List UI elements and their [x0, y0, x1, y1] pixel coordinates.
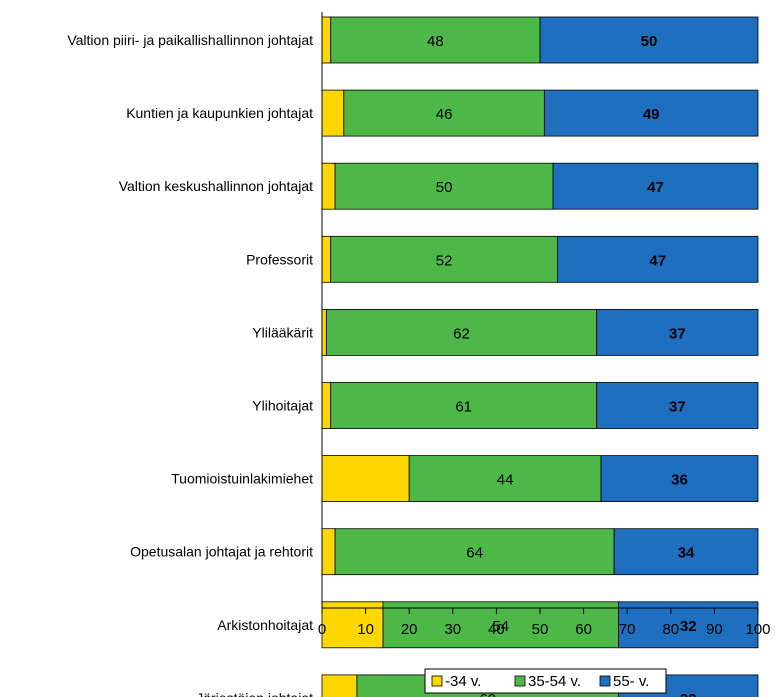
- bar-segment: [321, 162, 336, 210]
- value-labels: 48 50 46 49 50 47 52 47 62 37 61 37 44 36 64 34 54 32 60 32: [427, 33, 697, 697]
- bar-segment: [321, 528, 336, 576]
- data-label: 32: [680, 618, 697, 635]
- bar-segment: [321, 601, 384, 649]
- data-label: 60: [479, 691, 496, 697]
- category-label: Valtion keskushallinnon johtajat: [119, 178, 313, 194]
- bar-segment: [596, 308, 759, 356]
- x-tick-label: 30: [444, 621, 461, 638]
- bar-segment: [321, 382, 332, 429]
- data-label: 37: [669, 325, 686, 342]
- data-label: 44: [497, 472, 514, 489]
- bar-segment: [557, 235, 759, 283]
- x-tick-label: 50: [532, 621, 549, 638]
- bar-segment: [600, 455, 759, 503]
- x-axis: 0 10 20 30 40 50 60 70 80 90 100: [318, 12, 771, 638]
- bar-segment: [613, 528, 759, 576]
- bar-segment: [321, 235, 332, 283]
- category-label: Valtion piiri- ja paikallishallinnon joh…: [67, 32, 313, 48]
- legend-swatch: [514, 675, 526, 687]
- data-label: 50: [641, 33, 658, 50]
- x-tick-label: 100: [745, 621, 770, 638]
- data-label: 36: [671, 472, 688, 489]
- bar-segment: [325, 308, 598, 356]
- category-label: Arkistonhoitajat: [217, 617, 313, 633]
- data-label: 50: [436, 179, 453, 196]
- legend-box: [424, 668, 667, 694]
- bar-segment: [321, 455, 410, 503]
- category-label: Kuntien ja kaupunkien johtajat: [126, 105, 313, 121]
- legend-label: 35-54 v.: [528, 673, 581, 690]
- category-label: Järjestöjen johtajat: [196, 690, 313, 697]
- data-label: 61: [455, 399, 472, 416]
- bar-segment: [321, 308, 327, 356]
- bar-segment: [382, 601, 619, 649]
- bar-segment: [543, 89, 759, 137]
- legend-label: -34 v.: [445, 673, 481, 690]
- x-tick-label: 0: [318, 621, 326, 638]
- bar-segment: [330, 235, 558, 283]
- data-label: 34: [678, 545, 695, 562]
- x-tick-label: 10: [357, 621, 374, 638]
- data-label: 62: [453, 325, 470, 342]
- data-label: 47: [649, 252, 666, 269]
- bar-segment: [334, 528, 615, 576]
- data-label: 48: [427, 33, 444, 50]
- bar-segment: [321, 16, 332, 64]
- bar-segment: [552, 162, 759, 210]
- category-label: Opetusalan johtajat ja rehtorit: [130, 544, 313, 560]
- category-label: Tuomioistuinlakimiehet: [171, 471, 313, 487]
- x-tick-label: 60: [575, 621, 592, 638]
- category-labels: Valtion piiri- ja paikallishallinnon joh…: [67, 32, 313, 697]
- bar-segment: [539, 16, 759, 64]
- x-tick-label: 20: [401, 621, 418, 638]
- data-label: 64: [466, 545, 483, 562]
- bar-segment: [343, 89, 545, 137]
- legend-swatch: [431, 675, 443, 687]
- x-tick-label: 40: [488, 621, 505, 638]
- legend-swatch: [599, 675, 611, 687]
- data-label: 37: [669, 399, 686, 416]
- legend-label: 55- v.: [613, 673, 649, 690]
- x-tick-label: 90: [706, 621, 723, 638]
- x-tick-label: 70: [619, 621, 636, 638]
- data-label: 49: [643, 106, 660, 123]
- bar-segment: [596, 382, 759, 429]
- data-label: 52: [436, 252, 453, 269]
- x-tick-label: 80: [662, 621, 679, 638]
- data-label: 32: [680, 691, 697, 697]
- bar-segment: [618, 601, 759, 649]
- data-label: 47: [647, 179, 664, 196]
- bar-segment: [321, 674, 358, 697]
- bar-segment: [334, 162, 554, 210]
- data-label: 46: [436, 106, 453, 123]
- category-label: Ylilääkärit: [252, 324, 313, 340]
- category-label: Professorit: [246, 251, 313, 267]
- legend: -34 v. 35-54 v. 55- v.: [424, 668, 667, 694]
- bar-segment: [321, 89, 345, 137]
- bar-segment: [330, 16, 541, 64]
- bar-segment: [408, 455, 602, 503]
- bars: [321, 16, 759, 697]
- data-label: 54: [492, 618, 509, 635]
- category-label: Ylihoitajat: [252, 398, 313, 414]
